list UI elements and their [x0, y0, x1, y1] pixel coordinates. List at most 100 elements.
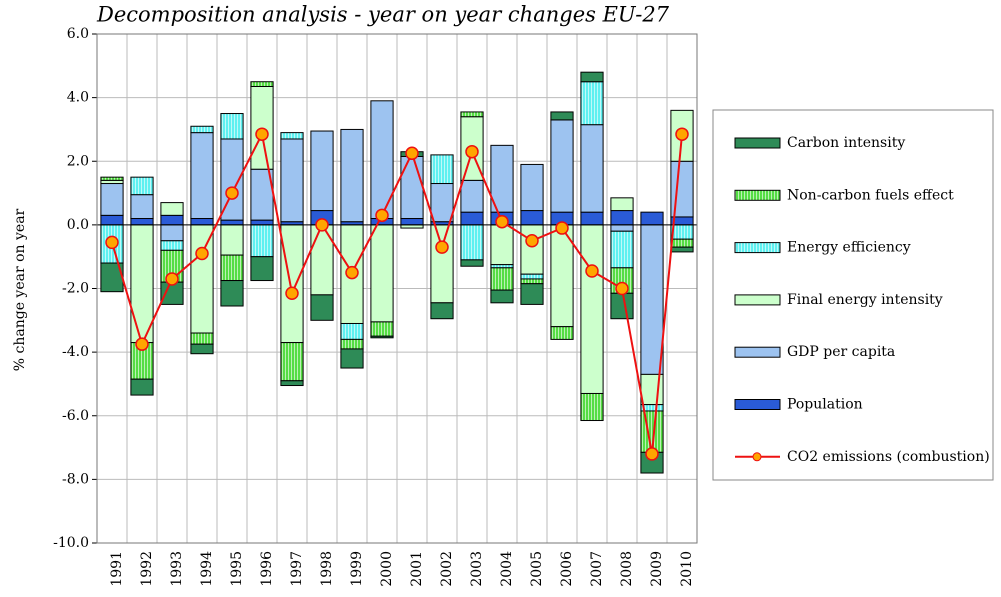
- co2-marker: [105, 235, 119, 250]
- bar-segment: [340, 128, 364, 223]
- y-tick-label: 4.0: [67, 90, 89, 106]
- x-tick-label: 2000: [379, 551, 395, 587]
- co2-marker: [465, 144, 479, 159]
- x-tick-label: 1995: [229, 551, 245, 587]
- co2-marker: [225, 186, 239, 200]
- co2-marker: [165, 272, 179, 286]
- y-tick-label: -8.0: [62, 471, 89, 487]
- bar-segment: [520, 283, 544, 305]
- plot-border: [96, 33, 698, 544]
- x-tick-label: 1991: [109, 551, 125, 587]
- bar-segment: [640, 224, 664, 375]
- bar-segment: [550, 119, 574, 213]
- y-tick-label: -10.0: [53, 535, 89, 551]
- bar-segment: [670, 246, 694, 253]
- bar-segment: [250, 81, 274, 87]
- x-tick-label: 2009: [649, 551, 665, 587]
- legend-swatch: [734, 189, 781, 201]
- bar-segment: [220, 113, 244, 140]
- bar-segment: [130, 194, 154, 220]
- bar-segment: [310, 294, 334, 321]
- x-tick-label: 1996: [259, 551, 275, 587]
- bar-segment: [580, 211, 604, 226]
- legend-swatch: [734, 399, 781, 410]
- bar-segment: [160, 240, 184, 251]
- bar-segment: [190, 224, 214, 334]
- bar-segment: [250, 224, 274, 258]
- bar-segment: [610, 210, 634, 226]
- bar-segment: [280, 380, 304, 387]
- bar-segment: [460, 259, 484, 267]
- y-axis-label: % change year on year: [12, 208, 28, 371]
- bar-segment: [220, 280, 244, 307]
- co2-marker: [675, 127, 689, 141]
- bar-segment: [610, 230, 634, 269]
- bar-segment: [490, 267, 514, 291]
- bar-segment: [610, 224, 634, 232]
- bar-segment: [340, 338, 364, 350]
- chart-title: Decomposition analysis - year on year ch…: [96, 3, 670, 27]
- bar-segment: [400, 155, 424, 220]
- y-tick-label: 2.0: [67, 153, 89, 169]
- bar-segment: [340, 348, 364, 369]
- bar-segment: [220, 224, 244, 256]
- bar-segment: [550, 326, 574, 340]
- co2-marker: [285, 286, 299, 301]
- x-tick-label: 2003: [469, 551, 485, 587]
- x-tick-label: 2007: [589, 551, 605, 587]
- x-tick-label: 1993: [169, 551, 185, 587]
- bar-segment: [580, 224, 604, 394]
- bar-segment: [100, 176, 124, 181]
- bar-segment: [460, 111, 484, 118]
- bar-segment: [160, 224, 184, 242]
- co2-line: [111, 131, 683, 455]
- co2-marker: [345, 265, 359, 280]
- co2-marker: [135, 337, 149, 351]
- bar-segment: [430, 154, 454, 185]
- co2-marker: [375, 208, 389, 223]
- bar-segment: [130, 218, 154, 226]
- bar-segment: [280, 132, 304, 140]
- bar-segment: [460, 224, 484, 261]
- co2-marker: [645, 447, 659, 461]
- legend-swatch: [734, 346, 781, 358]
- co2-marker: [315, 218, 329, 232]
- bar-segment: [580, 71, 604, 83]
- bar-segment: [520, 163, 544, 212]
- bar-segment: [160, 202, 184, 216]
- co2-marker: [255, 127, 269, 141]
- x-tick-label: 1994: [199, 551, 215, 587]
- legend-label: Carbon intensity: [787, 135, 905, 151]
- x-tick-label: 2005: [529, 551, 545, 587]
- bar-segment: [640, 211, 664, 226]
- legend-marker: [752, 452, 762, 462]
- bar-segment: [610, 197, 634, 212]
- x-tick-label: 1992: [139, 551, 155, 587]
- x-tick-label: 2010: [679, 551, 695, 587]
- x-tick-label: 2008: [619, 551, 635, 587]
- bar-segment: [190, 132, 214, 220]
- y-tick-label: -2.0: [62, 281, 89, 297]
- bar-segment: [370, 321, 394, 337]
- legend-label: CO2 emissions (combustion): [787, 449, 990, 465]
- bar-segment: [220, 219, 244, 226]
- bar-segment: [430, 302, 454, 320]
- bar-segment: [580, 81, 604, 126]
- bar-segment: [520, 273, 544, 280]
- bar-segment: [520, 210, 544, 226]
- bar-segment: [430, 183, 454, 223]
- y-tick-label: -4.0: [62, 344, 89, 360]
- y-tick-label: -6.0: [62, 408, 89, 424]
- bar-segment: [280, 138, 304, 223]
- bar-segment: [190, 343, 214, 355]
- x-tick-label: 1997: [289, 551, 305, 587]
- bar-segment: [490, 224, 514, 266]
- legend-swatch: [734, 242, 781, 254]
- legend-label: Non-carbon fuels effect: [787, 187, 954, 203]
- x-tick-label: 1998: [319, 551, 335, 587]
- co2-marker: [405, 146, 419, 161]
- x-tick-label: 2002: [439, 551, 455, 587]
- bar-segment: [520, 224, 544, 275]
- legend-label: GDP per capita: [787, 344, 895, 360]
